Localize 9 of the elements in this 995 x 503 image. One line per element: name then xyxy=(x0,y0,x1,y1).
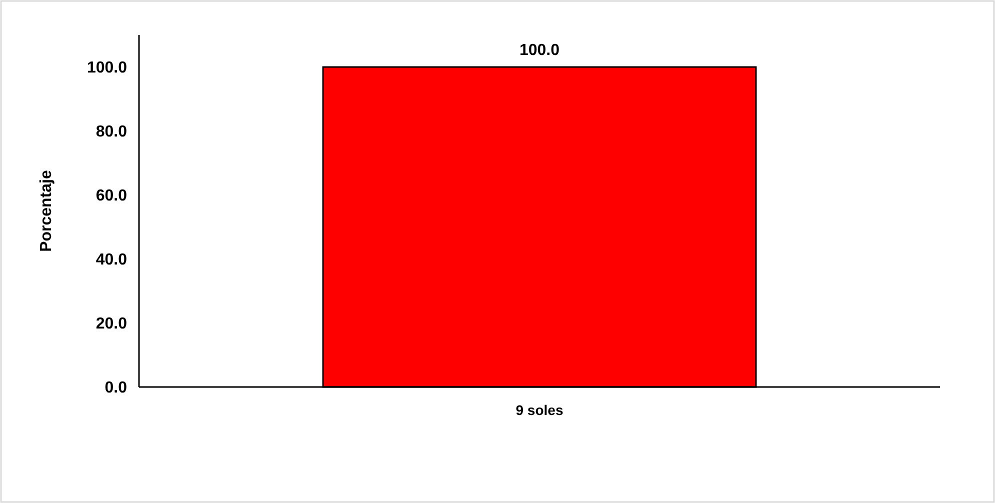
y-tick-label: 20.0 xyxy=(96,316,128,333)
x-tick-label: 9 soles xyxy=(516,402,564,418)
y-tick-label: 100.0 xyxy=(86,60,128,77)
data-label: 100.0 xyxy=(519,42,560,59)
y-tick-label: 0.0 xyxy=(104,380,128,397)
y-tick-label: 80.0 xyxy=(96,124,128,141)
y-tick-label: 60.0 xyxy=(96,188,128,205)
y-axis-title: Porcentaje xyxy=(38,170,55,252)
y-tick-label: 40.0 xyxy=(96,252,128,269)
